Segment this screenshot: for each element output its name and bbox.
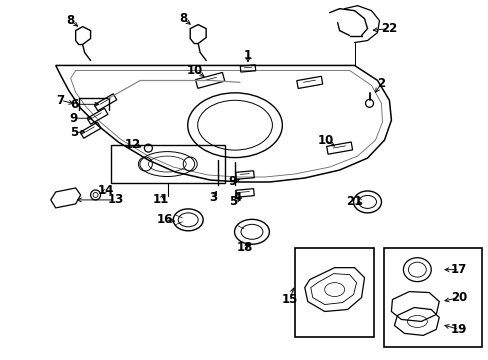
Text: 8: 8 bbox=[179, 12, 187, 25]
Text: 6: 6 bbox=[70, 98, 79, 111]
Bar bbox=[110, 145, 224, 183]
Text: 11: 11 bbox=[152, 193, 168, 206]
Text: 14: 14 bbox=[97, 184, 114, 197]
Text: 1: 1 bbox=[244, 49, 251, 62]
Text: 8: 8 bbox=[66, 14, 75, 27]
Text: 4: 4 bbox=[233, 192, 242, 204]
Text: 21: 21 bbox=[346, 195, 362, 208]
Bar bbox=[294, 248, 374, 337]
Text: 20: 20 bbox=[450, 291, 467, 304]
Text: 9: 9 bbox=[227, 175, 236, 189]
Text: 5: 5 bbox=[228, 195, 237, 208]
Text: 15: 15 bbox=[281, 293, 297, 306]
Text: 3: 3 bbox=[209, 192, 217, 204]
Text: 5: 5 bbox=[70, 126, 79, 139]
Text: 19: 19 bbox=[450, 323, 467, 336]
Text: 13: 13 bbox=[107, 193, 123, 206]
Text: 10: 10 bbox=[187, 64, 203, 77]
Text: 16: 16 bbox=[157, 213, 173, 226]
Text: 10: 10 bbox=[317, 134, 333, 147]
Text: 17: 17 bbox=[450, 263, 467, 276]
Text: 2: 2 bbox=[377, 77, 385, 90]
Text: 18: 18 bbox=[236, 241, 253, 254]
Text: 7: 7 bbox=[57, 94, 64, 107]
Text: 12: 12 bbox=[124, 138, 140, 150]
Bar bbox=[384, 248, 481, 347]
Text: 22: 22 bbox=[381, 22, 397, 35]
Text: 9: 9 bbox=[69, 112, 78, 125]
